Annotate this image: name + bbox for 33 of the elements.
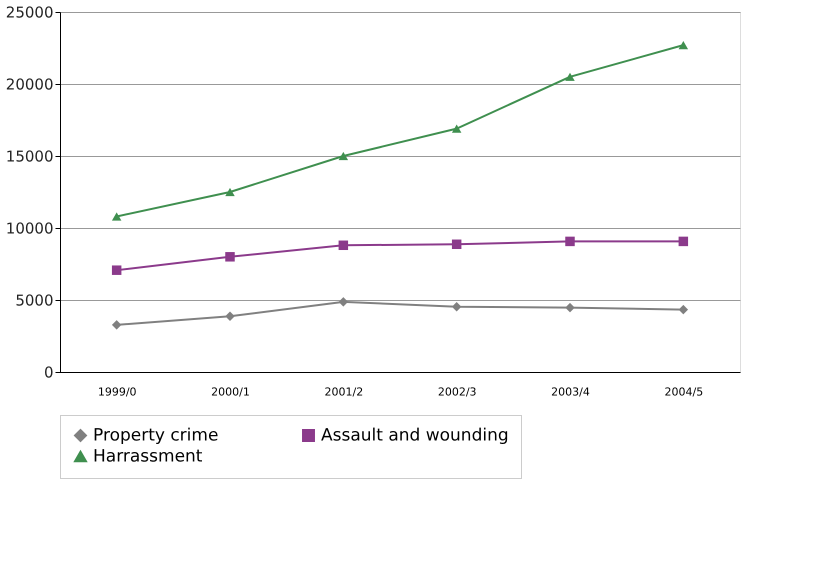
x-tick-label: 2002/3 bbox=[438, 386, 477, 398]
point bbox=[452, 240, 462, 250]
x-tick-label: 1999/0 bbox=[98, 386, 137, 398]
legend-label: Assault and wounding bbox=[321, 426, 509, 446]
y-tick-label: 25000 bbox=[6, 4, 54, 22]
x-tick-label: 2000/1 bbox=[211, 386, 250, 398]
point bbox=[565, 302, 575, 312]
point bbox=[225, 188, 235, 196]
y-tick-label: 5000 bbox=[15, 292, 54, 310]
y-tick-label: 0 bbox=[44, 364, 54, 382]
point bbox=[678, 236, 688, 246]
point bbox=[452, 302, 462, 312]
point bbox=[112, 320, 122, 330]
y-tick-label: 15000 bbox=[6, 148, 54, 166]
point bbox=[338, 152, 348, 160]
point bbox=[678, 41, 688, 50]
point bbox=[112, 265, 122, 275]
point bbox=[338, 240, 348, 250]
x-tick-label: 2004/5 bbox=[664, 386, 704, 398]
point bbox=[112, 212, 122, 221]
y-tick-label: 20000 bbox=[6, 76, 54, 94]
x-tick-label: 2003/4 bbox=[551, 386, 590, 398]
point bbox=[565, 72, 575, 81]
point bbox=[565, 236, 575, 246]
point bbox=[225, 312, 235, 322]
point bbox=[452, 124, 462, 133]
point bbox=[225, 252, 235, 262]
y-tick-label: 10000 bbox=[6, 220, 54, 238]
point bbox=[678, 304, 688, 314]
x-tick-label: 2001/2 bbox=[324, 386, 364, 398]
point bbox=[338, 297, 348, 307]
legend-label: Harrassment bbox=[93, 446, 203, 466]
legend-label: Property crime bbox=[93, 426, 218, 446]
